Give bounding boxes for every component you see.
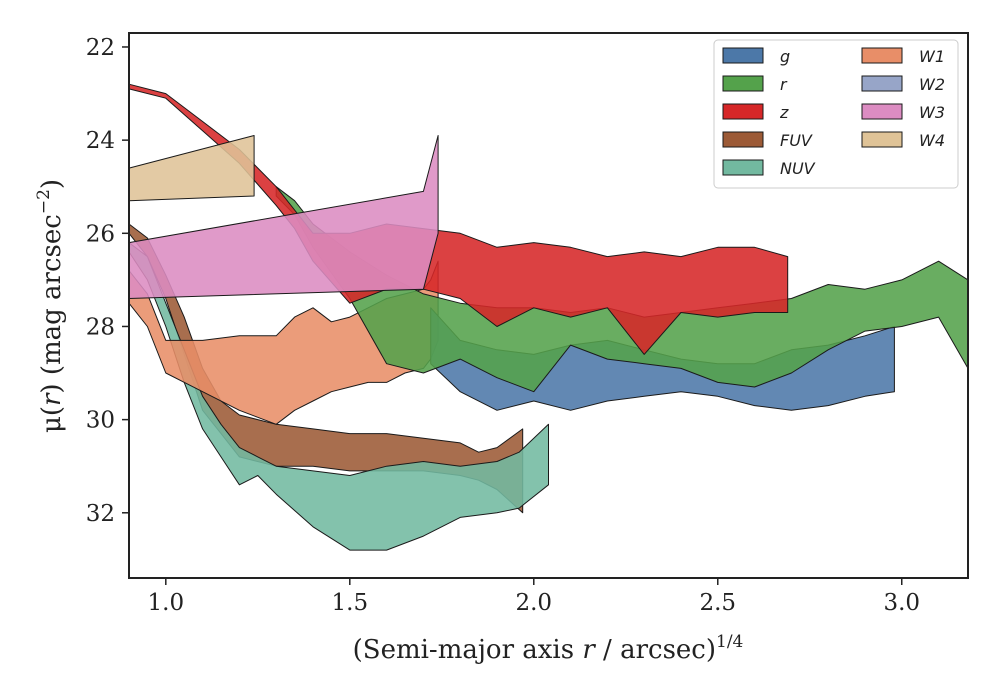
legend-swatch-nuv [722, 159, 764, 176]
legend-label-fuv: FUV [780, 131, 813, 150]
x-axis-ticks: 1.0 1.5 2.0 2.5 3.0 [148, 578, 920, 616]
y-tick-label: 32 [86, 501, 115, 527]
legend-label-w1: W1 [919, 47, 945, 66]
legend-swatch-w4 [861, 131, 903, 148]
legend-label-g: g [780, 47, 790, 66]
legend-swatch-w3 [861, 103, 903, 120]
y-tick-label: 28 [86, 314, 115, 340]
y-tick-label: 30 [86, 408, 115, 434]
legend-swatch-w2 [861, 75, 903, 92]
x-tick-label: 2.0 [515, 590, 552, 616]
band-nuv [128, 242, 549, 551]
legend-swatch-g [722, 47, 764, 64]
x-tick-label: 1.5 [332, 590, 369, 616]
legend-swatch-fuv [722, 131, 764, 148]
legend-label-r: r [780, 75, 788, 94]
legend: grz FUV NUV W1 W2 W3 W4 [713, 39, 959, 189]
legend-label-w4: W4 [919, 131, 945, 150]
y-tick-label: 24 [86, 128, 115, 154]
legend-label-w2: W2 [919, 75, 945, 94]
x-tick-label: 2.5 [699, 590, 736, 616]
x-tick-label: 1.0 [148, 590, 185, 616]
y-tick-label: 26 [86, 221, 115, 247]
legend-label-w3: W3 [919, 103, 945, 122]
y-axis-ticks: 22 24 26 28 30 32 [86, 35, 129, 527]
y-tick-label: 22 [86, 35, 115, 61]
x-axis-label: (Semi-major axis r / arcsec)1/4 [353, 632, 744, 665]
legend-swatch-r [722, 75, 764, 92]
legend-label-nuv: NUV [780, 159, 816, 178]
y-axis-label: μ(r) (mag arcsec−2) [34, 179, 67, 433]
band-w4 [128, 135, 255, 202]
series-bands [128, 83, 969, 551]
plot-frame [128, 32, 969, 579]
x-tick-label: 3.0 [883, 590, 920, 616]
legend-label-z: z [779, 103, 789, 122]
legend-swatch-w1 [861, 47, 903, 64]
legend-swatch-z [722, 103, 764, 120]
